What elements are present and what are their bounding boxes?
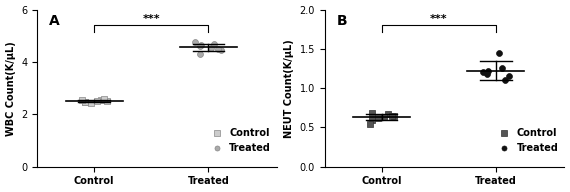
Point	[384, 113, 393, 116]
Point	[500, 79, 510, 82]
Legend: Control, Treated: Control, Treated	[494, 127, 560, 154]
Point	[483, 72, 492, 75]
Point	[387, 115, 396, 118]
Point	[478, 71, 487, 74]
Y-axis label: WBC Count(K/μL): WBC Count(K/μL)	[6, 41, 15, 136]
Point	[78, 99, 87, 102]
Point	[191, 41, 200, 44]
Text: ***: ***	[430, 14, 447, 25]
Point	[504, 75, 514, 78]
Point	[102, 100, 111, 103]
Point	[100, 98, 109, 101]
Point	[195, 53, 204, 56]
Point	[494, 51, 503, 54]
Point	[368, 112, 377, 115]
Y-axis label: NEUT Count(K/μL): NEUT Count(K/μL)	[284, 39, 294, 137]
Point	[207, 46, 216, 49]
Point	[80, 100, 89, 103]
Point	[80, 101, 89, 104]
Text: B: B	[336, 14, 347, 28]
Text: A: A	[49, 14, 60, 28]
Legend: Control, Treated: Control, Treated	[206, 127, 272, 154]
Point	[196, 43, 205, 46]
Point	[389, 114, 398, 117]
Point	[86, 101, 95, 104]
Point	[210, 42, 219, 45]
Point	[497, 67, 506, 70]
Point	[213, 47, 222, 50]
Text: ***: ***	[142, 14, 160, 25]
Point	[365, 122, 374, 125]
Point	[380, 116, 389, 119]
Point	[96, 98, 105, 101]
Point	[92, 99, 101, 102]
Point	[195, 45, 204, 48]
Point	[483, 69, 492, 72]
Point	[368, 118, 377, 121]
Point	[374, 117, 383, 120]
Point	[217, 49, 226, 52]
